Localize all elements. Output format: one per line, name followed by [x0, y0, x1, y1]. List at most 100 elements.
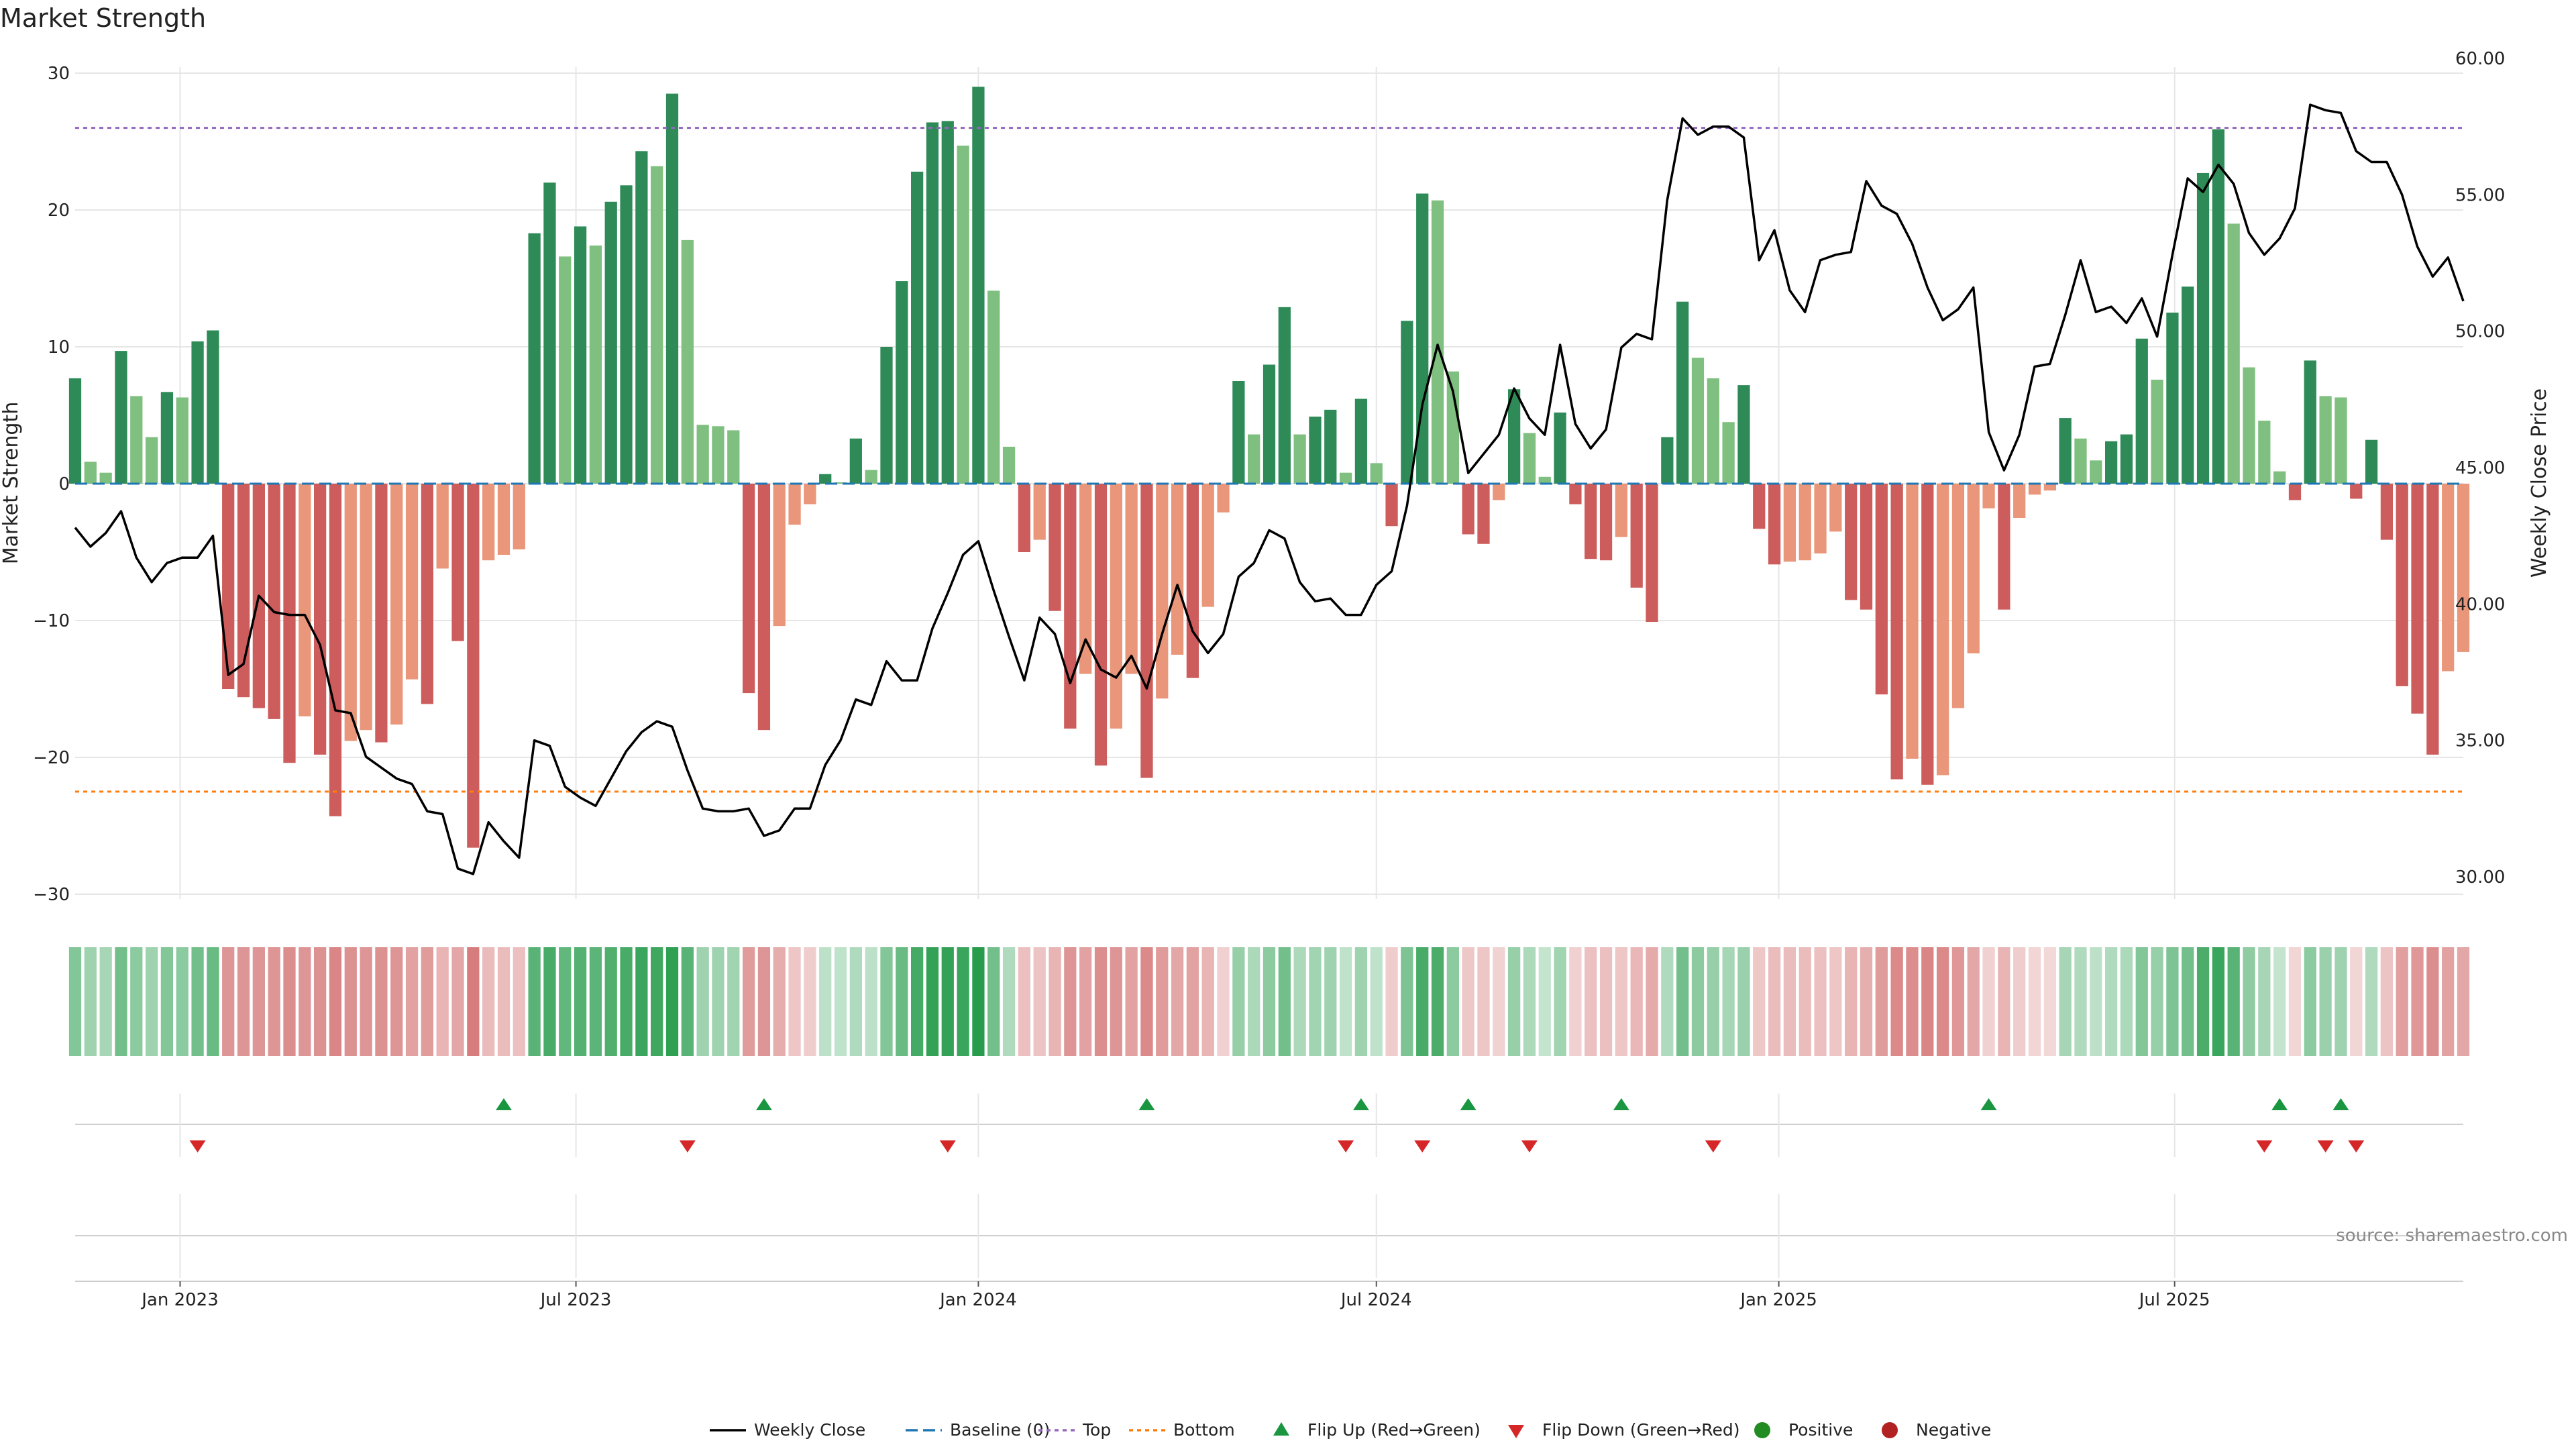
shade-cell	[2227, 947, 2240, 1056]
strength-bar	[635, 151, 648, 484]
strength-bar	[2043, 484, 2056, 491]
strength-bar	[1462, 484, 1474, 535]
shade-cell	[880, 947, 893, 1056]
shade-cell	[2442, 947, 2455, 1056]
strength-bar	[1033, 484, 1046, 540]
shade-cell	[1691, 947, 1705, 1056]
strength-bar	[1125, 484, 1138, 674]
strength-bar	[2212, 129, 2224, 484]
shade-cell	[1385, 947, 1398, 1056]
strength-bar	[804, 484, 816, 504]
strength-bar	[375, 484, 388, 743]
strength-bar	[559, 256, 572, 484]
strength-bar	[757, 484, 771, 731]
x-axis: Jan 2023 Jul 2023 Jan 2024 Jul 2024 Jan 2025…	[75, 1281, 2463, 1310]
legend-label: Baseline (0)	[950, 1420, 1050, 1440]
shade-cell	[2059, 947, 2072, 1056]
shade-cell	[2396, 947, 2408, 1056]
left-tick-label: −10	[33, 611, 70, 631]
shade-cell	[1171, 947, 1184, 1056]
legend-label: Top	[1082, 1420, 1111, 1440]
strength-bar	[1967, 484, 1980, 653]
strength-bar	[1354, 398, 1368, 484]
shade-cell	[1585, 947, 1597, 1056]
left-tick-label: −20	[33, 748, 70, 768]
legend-label: Bottom	[1173, 1420, 1235, 1440]
strength-bar	[1707, 378, 1719, 484]
flip-down-marker	[1705, 1140, 1721, 1152]
shade-cell	[176, 947, 189, 1056]
strength-bar	[620, 185, 633, 484]
strength-bar	[589, 246, 602, 484]
strength-bar	[2013, 484, 2026, 518]
strength-bars	[68, 87, 2470, 848]
strength-bar	[2334, 397, 2347, 484]
shade-cell	[1845, 947, 1858, 1056]
flip-up-marker	[1980, 1098, 1997, 1110]
shade-cell	[2426, 947, 2439, 1056]
right-tick-label: 30.00	[2455, 867, 2505, 888]
shade-cell	[589, 947, 602, 1056]
strength-bar	[2273, 471, 2286, 484]
strength-bar	[911, 171, 924, 484]
chart-title: Market Strength	[0, 3, 206, 33]
strength-bar	[1508, 389, 1521, 484]
strength-bar	[99, 472, 112, 484]
strength-bar	[1493, 484, 1505, 500]
shade-cell	[421, 947, 433, 1056]
shade-cell	[1936, 947, 1949, 1056]
strength-bar	[1446, 371, 1459, 484]
shade-cell	[1064, 947, 1077, 1056]
legend-negative-dot	[1882, 1422, 1898, 1438]
flip-up-marker	[1460, 1098, 1477, 1110]
strength-bar	[696, 425, 709, 484]
shade-cell	[1217, 947, 1230, 1056]
shade-cell	[1508, 947, 1521, 1056]
flip-down-marker	[679, 1140, 696, 1152]
strength-bar	[1431, 200, 1444, 484]
strength-bar	[1875, 484, 1888, 695]
shade-cell	[2380, 947, 2394, 1056]
strength-bar	[1171, 484, 1184, 655]
shade-cell	[1829, 947, 1842, 1056]
right-axis-title: Weekly Close Price	[2528, 388, 2551, 578]
shade-cell	[1783, 947, 1796, 1056]
shade-cell	[2196, 947, 2210, 1056]
right-tick-label: 45.00	[2455, 458, 2505, 478]
strength-bar	[283, 484, 296, 763]
shade-cell	[467, 947, 480, 1056]
shade-cell	[1523, 947, 1536, 1056]
x-tick-label: Jul 2024	[1340, 1290, 1412, 1310]
shade-cell	[329, 947, 342, 1056]
strength-bar	[2166, 313, 2179, 484]
x-tick-label: Jan 2023	[140, 1290, 219, 1310]
legend-flip-down-marker	[1508, 1425, 1524, 1438]
shade-cell	[1707, 947, 1719, 1056]
strength-bar	[2365, 439, 2378, 484]
shade-cell	[1248, 947, 1260, 1056]
shade-cell	[1890, 947, 1903, 1056]
strength-bar	[1002, 446, 1016, 484]
shade-cell	[543, 947, 556, 1056]
x-tick-label: Jan 2024	[938, 1290, 1017, 1310]
shade-cell	[1615, 947, 1627, 1056]
shade-cell	[299, 947, 311, 1056]
strength-bar	[880, 347, 893, 484]
strength-bar	[1278, 307, 1291, 484]
strength-bar	[2396, 484, 2408, 686]
shade-cell	[1263, 947, 1276, 1056]
shade-cell	[1309, 947, 1322, 1056]
strength-bar	[2304, 360, 2316, 484]
shade-cell	[207, 947, 219, 1056]
shade-cell	[2105, 947, 2118, 1056]
x-tick-label: Jul 2025	[2138, 1290, 2210, 1310]
strength-bar	[1385, 484, 1398, 527]
shade-cell	[1401, 947, 1413, 1056]
empty-panel	[75, 1194, 2463, 1278]
strength-bar	[1814, 484, 1827, 554]
strength-bar	[1186, 484, 1199, 678]
strength-bar	[1401, 321, 1413, 484]
shade-cell	[2319, 947, 2332, 1056]
shade-cell	[2288, 947, 2302, 1056]
strength-bar	[1569, 484, 1582, 504]
